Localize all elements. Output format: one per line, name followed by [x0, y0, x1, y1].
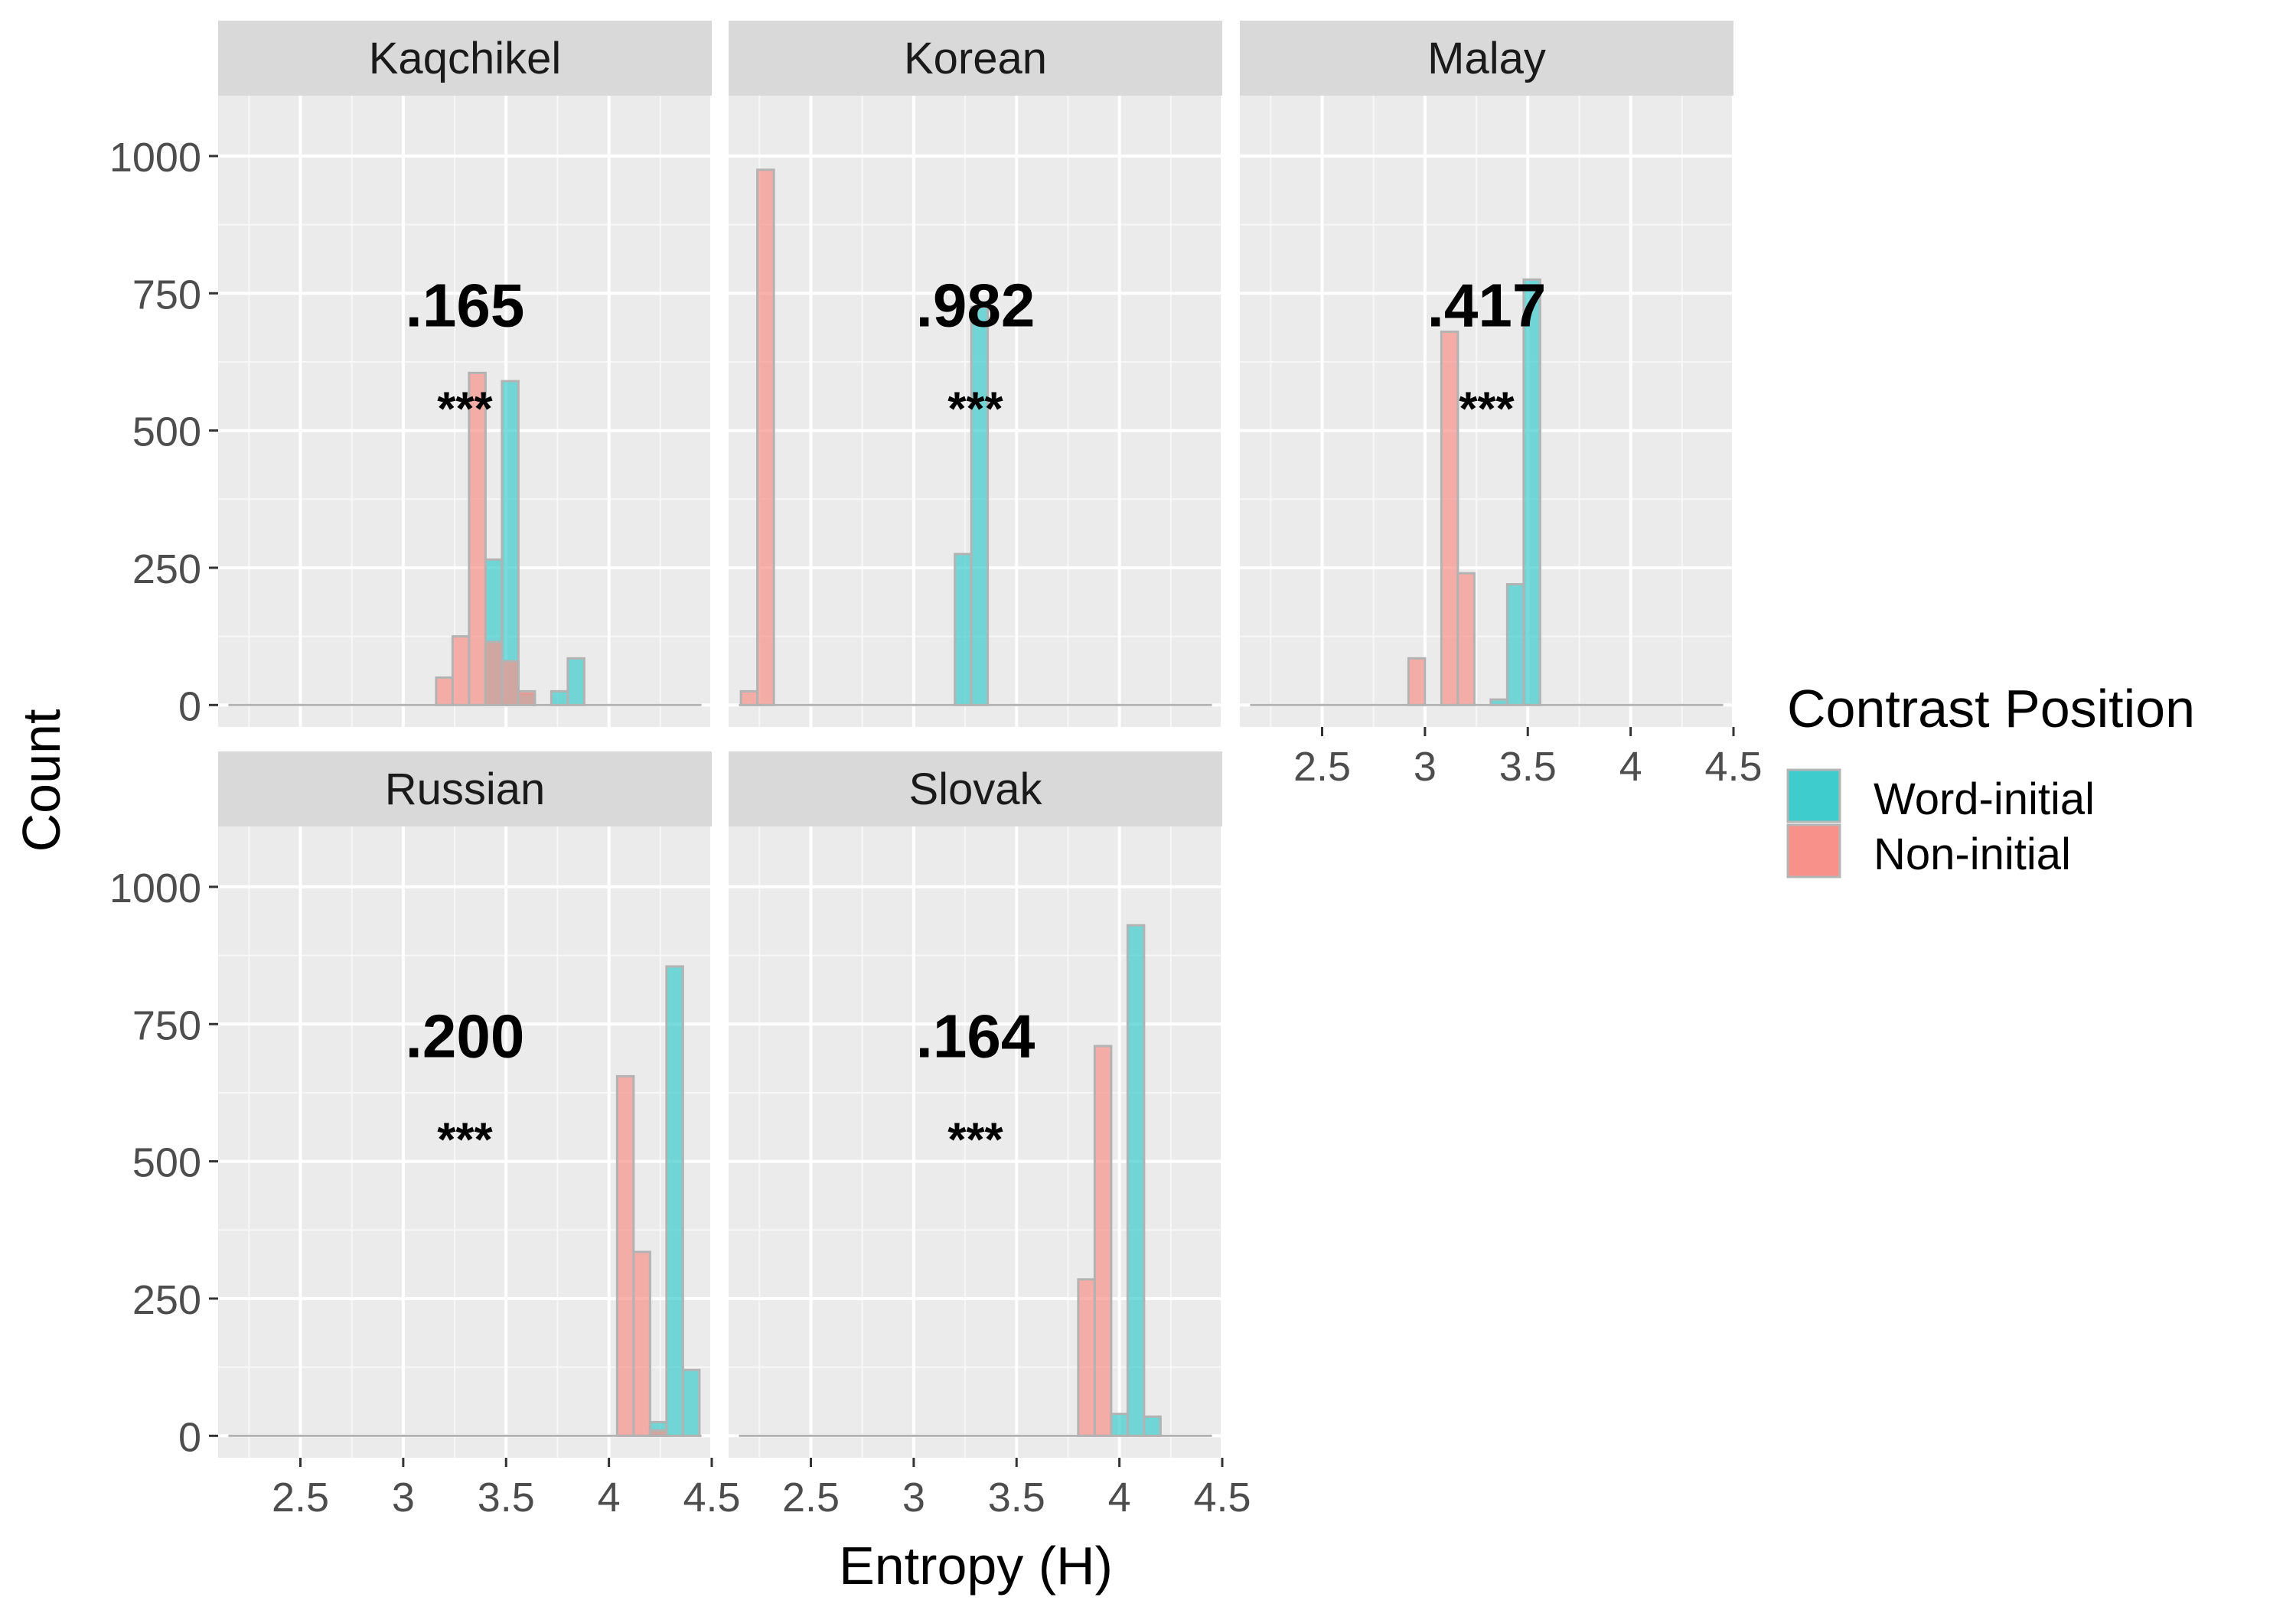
legend-label-word-initial: Word-initial — [1874, 774, 2095, 824]
x-tick-label: 4 — [1108, 1475, 1131, 1521]
bar-non-initial — [1407, 657, 1427, 706]
bar-word-initial — [1110, 1413, 1129, 1437]
facet-strip — [729, 21, 1222, 96]
y-tick-label: 250 — [132, 1277, 201, 1323]
legend-label-non-initial: Non-initial — [1874, 830, 2071, 879]
effect-size-label: .982 — [916, 271, 1035, 339]
facet-title: Kaqchikel — [369, 34, 561, 83]
y-tick-label: 250 — [132, 546, 201, 592]
bar-non-initial — [435, 676, 454, 706]
bar-non-initial — [451, 635, 471, 706]
facet-title: Slovak — [908, 764, 1042, 814]
facet-title: Malay — [1427, 34, 1546, 83]
facet-panels: Kaqchikel .165 *** 0 250 500 750 1000 Korean .982… — [109, 21, 1763, 1521]
bar-word-initial — [970, 305, 990, 706]
bar-word-initial — [954, 553, 973, 706]
bar-word-initial — [501, 380, 520, 706]
bar-non-initial — [484, 641, 504, 706]
y-tick-label: 0 — [178, 1414, 201, 1460]
facet-title: Russian — [385, 764, 546, 814]
legend-swatch-word-initial — [1786, 768, 1841, 823]
x-tick-label: 4.5 — [1193, 1475, 1251, 1521]
x-tick-label: 4.5 — [1704, 744, 1762, 790]
x-axis-title: Entropy (H) — [839, 1536, 1113, 1596]
y-tick-label: 750 — [132, 1002, 201, 1048]
effect-size-label: .164 — [916, 1002, 1035, 1070]
significance-label: *** — [947, 383, 1003, 435]
bar-non-initial — [615, 1074, 635, 1437]
x-tick-label: 3 — [902, 1475, 925, 1521]
facet-strip — [218, 751, 712, 826]
bar-non-initial — [1440, 330, 1459, 706]
facet-russian: Russian .200 *** 0 250 500 750 1000 2.5 3 3.5 4 4.5 — [109, 751, 741, 1521]
bar-non-initial — [739, 689, 759, 706]
y-axis-title: Count — [11, 709, 71, 852]
x-tick-label: 2.5 — [272, 1475, 329, 1521]
x-tick-label: 3 — [1414, 744, 1437, 790]
bar-word-initial — [550, 689, 569, 706]
facet-strip — [1240, 21, 1733, 96]
x-tick-label: 2.5 — [1293, 744, 1351, 790]
bar-non-initial — [1077, 1278, 1096, 1437]
x-tick-label: 4.5 — [683, 1475, 740, 1521]
facet-strip — [218, 21, 712, 96]
bar-word-initial — [681, 1368, 701, 1437]
x-tick-label: 3.5 — [1499, 744, 1557, 790]
y-tick-label: 0 — [178, 683, 201, 729]
y-tick-label: 500 — [132, 1140, 201, 1186]
effect-size-label: .200 — [406, 1002, 525, 1070]
legend-swatch-non-initial — [1786, 823, 1841, 878]
bar-non-initial — [1093, 1045, 1113, 1437]
x-tick-label: 3.5 — [988, 1475, 1045, 1521]
bar-non-initial — [756, 168, 775, 706]
significance-label: *** — [1459, 383, 1515, 435]
y-tick-label: 1000 — [109, 865, 201, 911]
bar-word-initial — [1126, 924, 1146, 1437]
bar-word-initial — [665, 965, 684, 1437]
bar-non-initial — [468, 371, 487, 706]
significance-label: *** — [437, 1113, 493, 1166]
facet-strip — [729, 751, 1222, 826]
y-tick-label: 1000 — [109, 135, 201, 181]
facet-malay: Malay .417 *** 2.5 3 3.5 4 4.5 — [1240, 21, 1763, 790]
effect-size-label: .417 — [1427, 271, 1547, 339]
bar-word-initial — [1489, 698, 1508, 706]
bar-non-initial — [517, 689, 536, 706]
bar-word-initial — [1143, 1415, 1162, 1437]
y-tick-label: 500 — [132, 409, 201, 455]
bar-word-initial — [1505, 582, 1525, 706]
facet-kaqchikel: Kaqchikel .165 *** 0 250 500 750 1000 — [109, 21, 713, 729]
bar-non-initial — [1456, 572, 1476, 706]
significance-label: *** — [437, 383, 493, 435]
x-tick-label: 3.5 — [478, 1475, 535, 1521]
significance-label: *** — [947, 1113, 1003, 1166]
axis-labels: Entropy (H) Count — [11, 709, 1113, 1596]
x-tick-label: 4 — [1619, 744, 1642, 790]
facet-title: Korean — [904, 34, 1047, 83]
bar-non-initial — [632, 1250, 651, 1437]
legend-title: Contrast Position — [1787, 679, 2195, 738]
bar-word-initial — [1522, 278, 1541, 706]
bar-non-initial — [501, 660, 520, 706]
facet-slovak: Slovak .164 *** 2.5 3 3.5 4 4.5 — [729, 751, 1251, 1521]
legend: Contrast Position Word-initial Non-initi… — [1786, 679, 2195, 879]
bar-word-initial — [566, 657, 585, 706]
facet-korean: Korean .982 *** — [729, 21, 1224, 727]
bar-non-initial — [648, 1429, 668, 1437]
y-tick-label: 750 — [132, 272, 201, 318]
x-tick-label: 3 — [392, 1475, 415, 1521]
x-tick-label: 2.5 — [782, 1475, 840, 1521]
x-tick-label: 4 — [598, 1475, 621, 1521]
effect-size-label: .165 — [406, 271, 525, 339]
